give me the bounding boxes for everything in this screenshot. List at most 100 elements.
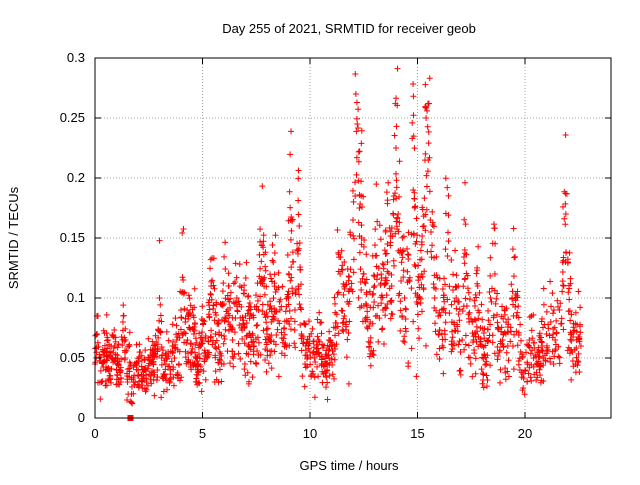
data-point [575,350,582,357]
y-tick-label: 0.25 [60,110,85,125]
data-point [256,273,263,280]
data-point [559,288,566,295]
data-point [164,386,171,393]
data-point [385,179,392,186]
data-point [497,366,504,373]
axes-layer: 0 5 10 15 20 0 0.05 0.1 0.15 0.2 0.25 0.3 [60,50,612,441]
data-point [178,314,185,321]
data-point [161,370,168,377]
data-point [410,112,417,119]
data-point [271,280,278,287]
data-point [275,373,282,380]
data-point [439,336,446,343]
data-point [167,375,174,382]
data-point [387,239,394,246]
data-point [494,344,501,351]
data-point [448,348,455,355]
data-point [257,280,264,287]
data-point [505,373,512,380]
data-point [103,353,110,360]
data-point [200,368,207,375]
data-point [205,299,212,306]
data-point [280,325,287,332]
data-point [261,274,268,281]
data-point [527,350,534,357]
data-point [201,358,208,365]
data-point [99,359,106,366]
data-point [370,347,377,354]
data-point [490,312,497,319]
data-point [170,374,177,381]
data-point [503,349,510,356]
data-point [339,320,346,327]
data-point [399,312,406,319]
data-point [296,291,303,298]
data-point [247,358,254,365]
data-point [350,217,356,223]
data-point [446,283,453,290]
data-point [136,353,143,360]
data-point [480,344,487,351]
data-point [142,347,149,354]
data-point [577,304,584,311]
data-point [471,346,478,353]
data-point [355,106,362,113]
data-point [287,326,294,333]
data-point [489,240,496,247]
data-point [422,150,429,157]
data-point [330,324,337,331]
data-point [172,315,179,322]
data-point [373,181,380,188]
data-point [384,259,391,266]
data-point [119,342,126,349]
data-point [264,325,271,332]
data-point [513,328,520,335]
data-point [259,301,266,308]
data-point [402,305,409,312]
data-point [326,372,333,379]
x-tick-label: 0 [91,426,98,441]
data-point [319,379,326,386]
data-point [355,124,362,131]
data-point [191,324,198,331]
data-point [323,384,330,391]
data-point [424,168,431,175]
data-point [502,376,509,383]
data-point [392,100,399,107]
data-point [311,355,318,361]
data-point [331,342,338,349]
data-point [537,372,544,379]
data-point [533,353,540,360]
data-point [528,377,535,384]
data-point [179,229,186,236]
data-point [288,227,295,234]
y-tick-label: 0.2 [67,170,85,185]
data-point [494,356,501,363]
data-point [291,307,298,313]
data-point [263,309,270,316]
data-point [360,193,367,200]
data-point [353,99,360,106]
data-point [415,325,422,332]
data-point [304,354,311,361]
data-point [572,309,579,316]
data-point [150,361,157,368]
data-point [206,306,213,313]
data-point [283,344,290,351]
data-point [418,308,425,315]
data-point [414,232,421,239]
data-point [484,326,491,333]
data-point [176,377,183,384]
y-axis-label: SRMTID / TECUs [6,186,21,289]
data-point [479,380,486,387]
data-point [478,301,485,308]
data-point [375,338,382,345]
data-point [197,363,204,370]
data-point [298,347,305,354]
data-point [553,317,560,324]
data-point [491,271,498,277]
data-point [94,379,101,386]
data-point [363,301,370,308]
data-point [445,192,452,199]
data-point [525,370,532,377]
